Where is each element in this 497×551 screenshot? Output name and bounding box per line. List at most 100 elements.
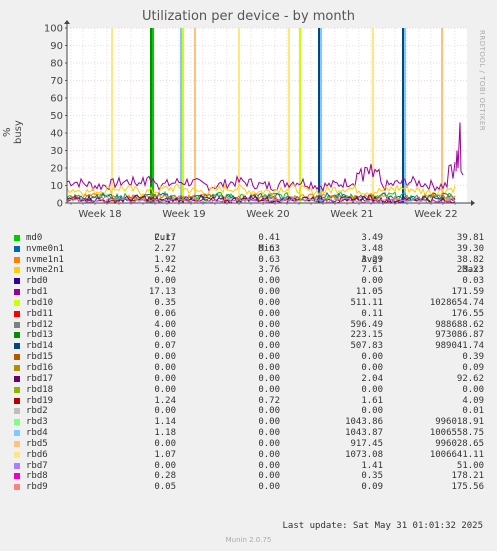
value-max: 989041.74 [435, 341, 484, 352]
series-line-rbd19 [66, 197, 456, 203]
value-max: 0.03 [462, 276, 484, 287]
value-avg: 917.45 [350, 438, 383, 449]
legend-swatch [14, 299, 20, 306]
y-tick-label: 80 [50, 59, 63, 70]
value-avg: 511.11 [350, 297, 383, 308]
value-max: 0.01 [462, 406, 484, 417]
value-max: 0.09 [462, 362, 484, 373]
value-avg: 0.00 [361, 384, 383, 395]
value-max: 176.55 [451, 308, 484, 319]
legend-swatch [14, 364, 20, 371]
value-cur: 0.00 [154, 362, 176, 373]
value-avg: 11.05 [355, 287, 383, 298]
last-update: Last update: Sat May 31 01:01:32 2025 [282, 521, 483, 531]
legend-table: Cur: Min: Avg: Max: md0 2.17 0.41 3.49 39.81… [0, 222, 497, 493]
series-name: rbd8 [26, 471, 48, 482]
value-min: 0.00 [258, 449, 280, 460]
value-cur: 2.27 [154, 243, 176, 254]
legend-row-rbd5: rbd5 0.00 0.00 917.45 996028.65 [0, 439, 497, 450]
legend-swatch [14, 462, 20, 469]
legend-swatch [14, 321, 20, 328]
value-cur: 0.06 [154, 308, 176, 319]
value-min: 0.00 [258, 428, 280, 439]
value-min: 0.00 [258, 362, 280, 373]
legend-row-rbd10: rbd10 0.35 0.00 511.11 1028654.74 [0, 298, 497, 309]
value-avg: 1043.86 [345, 417, 383, 428]
x-tick-label: Week 19 [162, 209, 205, 220]
series-name: rbd13 [26, 330, 54, 341]
legend-row-rbd18: rbd18 0.00 0.00 0.00 0.00 [0, 385, 497, 396]
x-tick-label: Week 22 [414, 209, 457, 220]
value-min: 0.63 [258, 254, 280, 265]
legend-swatch [14, 234, 20, 241]
value-min: 0.00 [258, 384, 280, 395]
value-min: 0.00 [258, 287, 280, 298]
axes: 0 10 20 30 40 50 60 70 80 90 100 Week 18 Week 19 Week… [44, 20, 475, 220]
value-cur: 1.92 [154, 254, 176, 265]
legend-swatch [14, 354, 20, 361]
legend-swatch [14, 473, 20, 480]
y-tick-label: 20 [50, 164, 63, 175]
series-name: rbd9 [26, 482, 48, 493]
legend-row-rbd6: rbd6 1.07 0.00 1073.08 1006641.11 [0, 450, 497, 461]
series-name: rbd15 [26, 352, 54, 363]
value-min: 0.00 [258, 482, 280, 493]
value-avg: 0.00 [361, 362, 383, 373]
y-tick-label: 30 [50, 146, 63, 157]
x-tick-label: Week 18 [78, 209, 121, 220]
series-name: rbd11 [26, 308, 54, 319]
legend-swatch [14, 245, 20, 252]
legend-row-nvme1n1: nvme1n1 1.92 0.63 3.29 38.82 [0, 255, 497, 266]
value-max: 92.62 [456, 373, 484, 384]
legend-row-rbd1: rbd1 17.13 0.00 11.05 171.59 [0, 287, 497, 298]
value-cur: 5.42 [154, 265, 176, 276]
col-header-min: Min: [258, 243, 280, 254]
value-avg: 596.49 [350, 319, 383, 330]
value-min: 0.00 [258, 319, 280, 330]
legend-swatch [14, 256, 20, 263]
value-max: 23.23 [456, 265, 484, 276]
legend-swatch [14, 451, 20, 458]
value-min: 0.00 [258, 438, 280, 449]
value-cur: 1.18 [154, 428, 176, 439]
x-tick-label: Week 20 [246, 209, 289, 220]
value-cur: 0.00 [154, 438, 176, 449]
series-name: rbd14 [26, 341, 54, 352]
y-axis-label: % busy [2, 120, 24, 144]
value-cur: 0.00 [154, 330, 176, 341]
value-min: 0.63 [258, 243, 280, 254]
legend-row-rbd12: rbd12 4.00 0.00 596.49 988688.62 [0, 320, 497, 331]
value-min: 0.00 [258, 460, 280, 471]
col-header-avg: Avg: [361, 254, 383, 265]
col-header-cur: Cur: [154, 232, 176, 243]
legend-swatch [14, 408, 20, 415]
legend-row-nvme2n1: nvme2n1 5.42 3.76 7.61 23.23 [0, 265, 497, 276]
value-avg: 3.48 [361, 243, 383, 254]
series-line-rbd1 [66, 162, 456, 193]
x-tick-label: Week 21 [330, 209, 373, 220]
value-avg: 0.09 [361, 482, 383, 493]
value-min: 0.41 [258, 232, 280, 243]
legend-swatch [14, 440, 20, 447]
value-min: 0.00 [258, 341, 280, 352]
value-avg: 1.61 [361, 395, 383, 406]
legend-row-rbd17: rbd17 0.00 0.00 2.04 92.62 [0, 374, 497, 385]
value-min: 0.00 [258, 276, 280, 287]
y-axis-arrow [64, 20, 70, 24]
value-max: 0.00 [462, 384, 484, 395]
series-name: rbd19 [26, 395, 54, 406]
y-tick-label: 0 [57, 199, 63, 210]
legend-swatch [14, 386, 20, 393]
value-avg: 0.00 [361, 352, 383, 363]
legend-swatch [14, 332, 20, 339]
value-min: 0.72 [258, 395, 280, 406]
value-max: 0.39 [462, 352, 484, 363]
series-name: rbd7 [26, 460, 48, 471]
series-name: rbd1 [26, 287, 48, 298]
legend-swatch [14, 278, 20, 285]
series-name: rbd4 [26, 428, 48, 439]
value-cur: 4.00 [154, 319, 176, 330]
legend-swatch [14, 343, 20, 350]
series-name: rbd16 [26, 362, 54, 373]
